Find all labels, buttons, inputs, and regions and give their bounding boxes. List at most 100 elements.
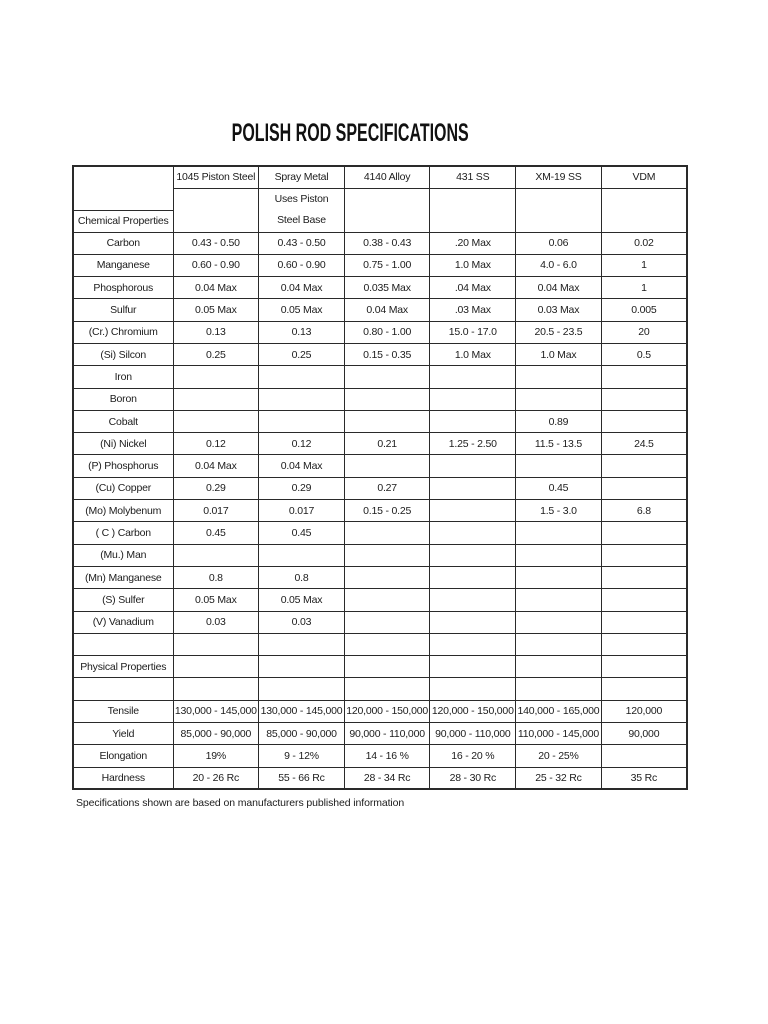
row-label: Hardness <box>72 766 174 790</box>
row-label: (Mn) Manganese <box>72 565 174 590</box>
value-cell: 1.0 Max <box>429 342 517 367</box>
value-cell: 0.05 Max <box>172 298 260 322</box>
value-cell <box>258 409 345 434</box>
value-cell <box>429 387 517 411</box>
value-cell <box>600 365 688 389</box>
value-cell: 16 - 20 % <box>429 744 517 768</box>
value-cell: 0.27 <box>343 476 431 501</box>
row-label: (Si) Silcon <box>72 342 174 367</box>
value-cell: 15.0 - 17.0 <box>429 320 517 344</box>
value-cell <box>429 610 517 634</box>
value-cell <box>172 655 260 679</box>
row-label: (Mo) Molybenum <box>72 499 174 523</box>
value-cell <box>515 521 602 545</box>
subheader-empty-cell-4140 <box>343 187 431 233</box>
table-row: (V) Vanadium 0.03 0.03 <box>72 610 688 634</box>
value-cell <box>515 655 602 679</box>
value-cell: 120,000 - 150,000 <box>343 699 431 724</box>
value-cell <box>515 387 602 411</box>
col-header-431-ss: 431 SS <box>429 165 517 189</box>
value-cell: 20 <box>600 320 688 344</box>
value-cell <box>343 655 431 679</box>
value-cell <box>600 409 688 434</box>
value-cell: 0.017 <box>172 499 260 523</box>
value-cell: 0.04 Max <box>343 298 431 322</box>
value-cell: 0.80 - 1.00 <box>343 320 431 344</box>
value-cell: 28 - 34 Rc <box>343 766 431 790</box>
value-cell <box>515 610 602 634</box>
value-cell <box>429 499 517 523</box>
row-label: Elongation <box>72 744 174 768</box>
value-cell <box>600 521 688 545</box>
value-cell: 0.8 <box>258 565 345 590</box>
value-cell: 0.29 <box>258 476 345 501</box>
row-label: (S) Sulfer <box>72 588 174 612</box>
table-row: (P) Phosphorus 0.04 Max 0.04 Max <box>72 454 688 478</box>
subheader-empty-cell-xm19 <box>515 187 602 233</box>
value-cell: 0.8 <box>172 565 260 590</box>
table-row: Hardness 20 - 26 Rc 55 - 66 Rc 28 - 34 Rc 28… <box>72 766 688 790</box>
table-row: (Ni) Nickel 0.12 0.12 0.21 1.25 - 2.50 11.5 -… <box>72 432 688 456</box>
value-cell: 24.5 <box>600 432 688 456</box>
value-cell <box>515 588 602 612</box>
value-cell: 20 - 26 Rc <box>172 766 260 790</box>
table-row: Manganese 0.60 - 0.90 0.60 - 0.90 0.75 - 1.… <box>72 253 688 278</box>
value-cell: 0.04 Max <box>515 276 602 300</box>
value-cell: 0.15 - 0.35 <box>343 342 431 367</box>
table-row: Cobalt 0.89 <box>72 409 688 434</box>
value-cell: 0.45 <box>258 521 345 545</box>
row-label: (Mu.) Man <box>72 543 174 567</box>
value-cell <box>429 677 517 701</box>
value-cell: 130,000 - 145,000 <box>172 699 260 724</box>
value-cell: 1.0 Max <box>515 342 602 367</box>
value-cell: 28 - 30 Rc <box>429 766 517 790</box>
row-label: (Cr.) Chromium <box>72 320 174 344</box>
value-cell: .20 Max <box>429 231 517 255</box>
value-cell: 9 - 12% <box>258 744 345 768</box>
row-label: Yield <box>72 722 174 746</box>
table-row: Carbon 0.43 - 0.50 0.43 - 0.50 0.38 - 0.43.… <box>72 231 688 255</box>
value-cell <box>429 365 517 389</box>
col-header-4140-alloy: 4140 Alloy <box>343 165 431 189</box>
value-cell <box>172 543 260 567</box>
table-row: ( C ) Carbon 0.45 0.45 <box>72 521 688 545</box>
table-row <box>72 677 688 701</box>
value-cell: 1 <box>600 276 688 300</box>
value-cell: 11.5 - 13.5 <box>515 432 602 456</box>
col-header-vdm: VDM <box>600 165 688 189</box>
table-row: (Cu) Copper 0.29 0.29 0.27 0.45 <box>72 476 688 501</box>
footnote: Specifications shown are based on manufa… <box>76 797 405 809</box>
value-cell: 0.017 <box>258 499 345 523</box>
value-cell <box>429 521 517 545</box>
table-row: Yield 85,000 - 90,000 85,000 - 90,000 90,00… <box>72 722 688 746</box>
value-cell <box>600 588 688 612</box>
value-cell: 0.43 - 0.50 <box>258 231 345 255</box>
row-label: Carbon <box>72 231 174 255</box>
value-cell: 0.05 Max <box>172 588 260 612</box>
value-cell <box>258 543 345 567</box>
page-title-text: POLISH ROD SPECIFICATIONS <box>231 119 469 147</box>
value-cell: 0.13 <box>258 320 345 344</box>
value-cell <box>429 565 517 590</box>
row-label: (P) Phosphorus <box>72 454 174 478</box>
value-cell <box>600 610 688 634</box>
subheader-empty-cell-vdm <box>600 187 688 233</box>
spray-metal-note-line2: Steel Base <box>277 214 326 226</box>
value-cell <box>600 543 688 567</box>
value-cell: 90,000 - 110,000 <box>343 722 431 746</box>
value-cell: 0.29 <box>172 476 260 501</box>
row-label: Boron <box>72 387 174 411</box>
value-cell: 0.05 Max <box>258 298 345 322</box>
value-cell: 4.0 - 6.0 <box>515 253 602 278</box>
value-cell <box>600 744 688 768</box>
specifications-table: 1045 Piston Steel Spray Metal 4140 Alloy… <box>72 165 688 791</box>
value-cell: 0.75 - 1.00 <box>343 253 431 278</box>
value-cell: 0.12 <box>172 432 260 456</box>
row-label: Iron <box>72 365 174 389</box>
row-label: (V) Vanadium <box>72 610 174 634</box>
value-cell <box>429 454 517 478</box>
value-cell: 1.5 - 3.0 <box>515 499 602 523</box>
value-cell: 85,000 - 90,000 <box>172 722 260 746</box>
row-label: Tensile <box>72 699 174 724</box>
